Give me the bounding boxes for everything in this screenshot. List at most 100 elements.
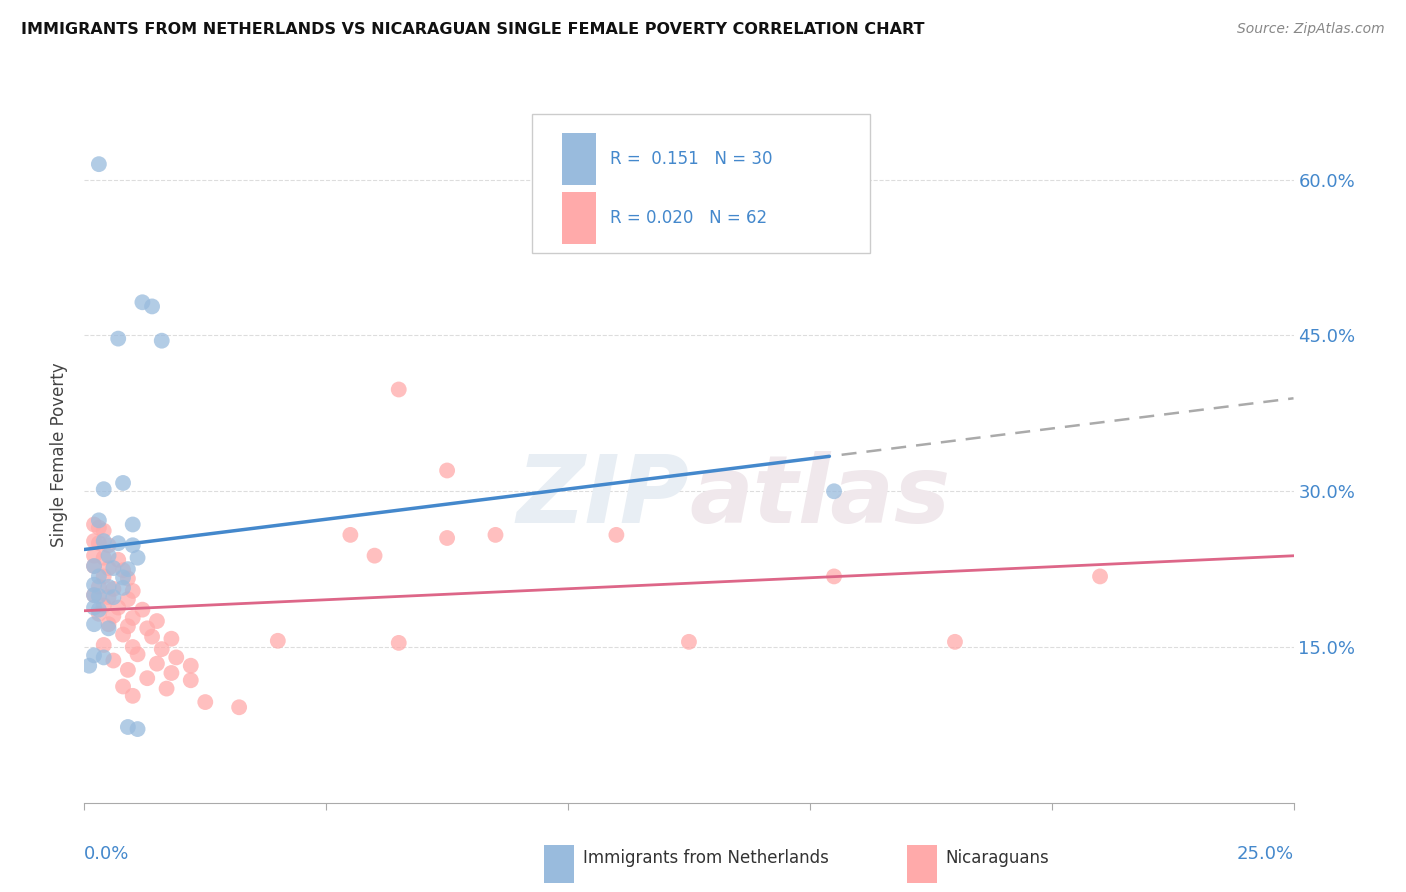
Text: ZIP: ZIP bbox=[516, 450, 689, 542]
Y-axis label: Single Female Poverty: Single Female Poverty bbox=[51, 363, 69, 547]
Point bbox=[83, 549, 105, 563]
Point bbox=[87, 536, 110, 550]
Point bbox=[83, 534, 105, 549]
Point bbox=[83, 588, 105, 602]
Point bbox=[97, 538, 120, 552]
Point bbox=[93, 650, 115, 665]
Point bbox=[83, 600, 105, 615]
Point bbox=[141, 630, 163, 644]
Point bbox=[93, 534, 115, 549]
FancyBboxPatch shape bbox=[562, 133, 596, 186]
Point bbox=[146, 657, 169, 671]
Point bbox=[180, 673, 202, 688]
Point bbox=[103, 590, 125, 604]
Point bbox=[87, 569, 110, 583]
Point bbox=[150, 642, 173, 657]
Point bbox=[1088, 569, 1111, 583]
Point bbox=[93, 599, 115, 613]
Point bbox=[87, 520, 110, 534]
Point bbox=[363, 549, 385, 563]
FancyBboxPatch shape bbox=[531, 114, 870, 253]
Point bbox=[93, 550, 115, 565]
Point bbox=[127, 722, 149, 736]
Point bbox=[107, 553, 129, 567]
Point bbox=[388, 636, 411, 650]
Text: 0.0%: 0.0% bbox=[84, 845, 129, 863]
Point bbox=[93, 569, 115, 583]
Point bbox=[87, 580, 110, 594]
Point bbox=[605, 528, 627, 542]
Point bbox=[103, 561, 125, 575]
Point bbox=[131, 602, 153, 616]
Point bbox=[83, 588, 105, 602]
Point bbox=[127, 550, 149, 565]
Point bbox=[436, 463, 458, 477]
Point bbox=[112, 475, 135, 490]
Point bbox=[146, 614, 169, 628]
Point bbox=[117, 562, 139, 576]
Point bbox=[194, 695, 217, 709]
Point bbox=[103, 608, 125, 623]
Point bbox=[155, 681, 177, 696]
Point bbox=[97, 590, 120, 604]
Point bbox=[228, 700, 250, 714]
Point bbox=[160, 632, 183, 646]
Point bbox=[160, 665, 183, 680]
Text: Source: ZipAtlas.com: Source: ZipAtlas.com bbox=[1237, 22, 1385, 37]
Point bbox=[112, 563, 135, 577]
Point bbox=[823, 484, 845, 499]
Text: 25.0%: 25.0% bbox=[1236, 845, 1294, 863]
Point bbox=[83, 517, 105, 532]
Point bbox=[97, 580, 120, 594]
Text: R = 0.020   N = 62: R = 0.020 N = 62 bbox=[610, 210, 768, 227]
Point bbox=[121, 611, 143, 625]
Point bbox=[136, 621, 159, 635]
Point bbox=[117, 720, 139, 734]
Point bbox=[93, 524, 115, 538]
Point bbox=[823, 569, 845, 583]
Point bbox=[141, 300, 163, 314]
Point bbox=[83, 559, 105, 574]
Point bbox=[121, 689, 143, 703]
Point bbox=[87, 157, 110, 171]
FancyBboxPatch shape bbox=[907, 845, 936, 883]
Point bbox=[103, 654, 125, 668]
Point bbox=[121, 640, 143, 654]
Point bbox=[180, 658, 202, 673]
Text: Immigrants from Netherlands: Immigrants from Netherlands bbox=[582, 849, 828, 867]
Text: Nicaraguans: Nicaraguans bbox=[945, 849, 1049, 867]
Text: atlas: atlas bbox=[689, 450, 950, 542]
Point bbox=[93, 638, 115, 652]
Point bbox=[87, 589, 110, 603]
Point bbox=[83, 578, 105, 592]
Point bbox=[121, 538, 143, 552]
Point bbox=[103, 582, 125, 596]
Point bbox=[436, 531, 458, 545]
FancyBboxPatch shape bbox=[562, 193, 596, 244]
Point bbox=[87, 513, 110, 527]
Point bbox=[131, 295, 153, 310]
Point bbox=[77, 658, 100, 673]
Point bbox=[83, 648, 105, 663]
Point bbox=[107, 536, 129, 550]
Point bbox=[127, 648, 149, 662]
Point bbox=[112, 570, 135, 584]
Point bbox=[388, 383, 411, 397]
Point bbox=[107, 332, 129, 346]
Point bbox=[267, 633, 290, 648]
Point bbox=[150, 334, 173, 348]
Point bbox=[87, 602, 110, 616]
Point bbox=[107, 600, 129, 615]
Point bbox=[136, 671, 159, 685]
Point bbox=[117, 663, 139, 677]
Point bbox=[93, 482, 115, 496]
Point bbox=[97, 617, 120, 632]
Point bbox=[121, 517, 143, 532]
Point bbox=[943, 635, 966, 649]
Point bbox=[117, 572, 139, 586]
Point bbox=[97, 621, 120, 635]
Point bbox=[678, 635, 700, 649]
Point bbox=[97, 549, 120, 563]
Text: R =  0.151   N = 30: R = 0.151 N = 30 bbox=[610, 150, 773, 169]
Point bbox=[112, 627, 135, 641]
